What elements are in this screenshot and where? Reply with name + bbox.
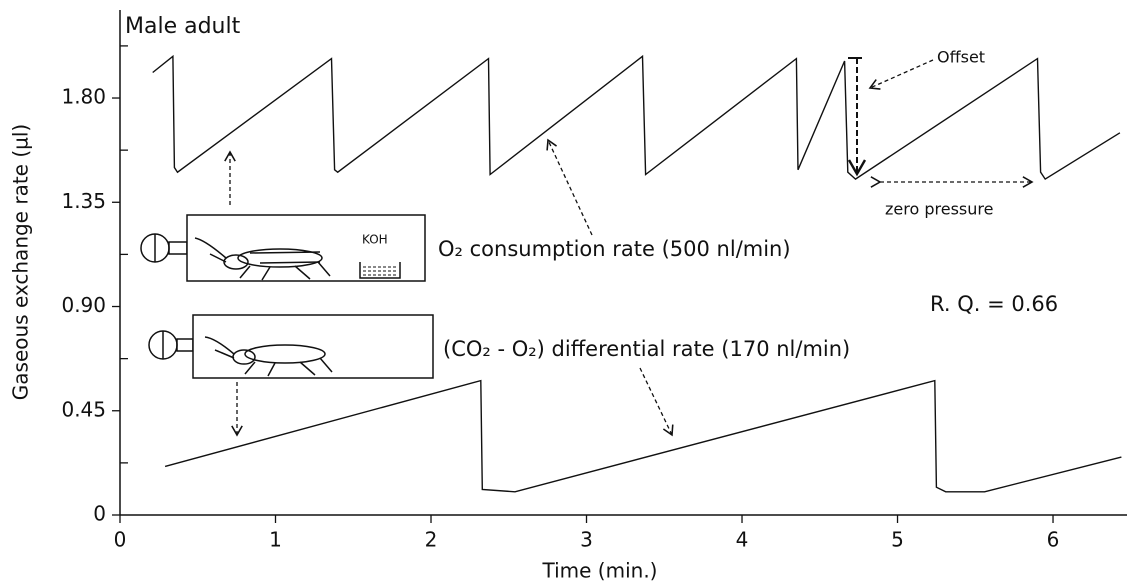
trace	[164, 379, 1122, 493]
x-tick-label: 0	[114, 528, 127, 552]
x-axis-label: Time (min.)	[542, 559, 658, 583]
annotation: zero pressure	[885, 200, 993, 219]
y-tick-label: 1.35	[61, 189, 106, 213]
annotation: O₂ consumption rate (500 nl/min)	[438, 237, 791, 261]
y-tick-label: 0.90	[61, 293, 106, 317]
annotation: (CO₂ - O₂) differential rate (170 nl/min…	[443, 337, 850, 361]
annotation: KOH	[362, 233, 388, 247]
x-tick-label: 4	[736, 528, 749, 552]
annotation: Male adult	[125, 14, 241, 39]
y-tick-label: 0.45	[61, 397, 106, 421]
annotation-arrows	[224, 57, 1034, 437]
trace	[152, 54, 1121, 181]
chamber-koh	[140, 214, 426, 282]
x-tick-label: 1	[269, 528, 282, 552]
y-tick-label: 1.80	[61, 85, 106, 109]
x-tick-label: 2	[425, 528, 438, 552]
y-axis-label: Gaseous exchange rate (µl)	[9, 124, 33, 400]
x-tick-label: 6	[1047, 528, 1060, 552]
annotation: Offset	[937, 48, 985, 67]
x-tick-label: 5	[891, 528, 904, 552]
chamber-plain	[148, 314, 434, 379]
y-tick-label: 0	[93, 502, 106, 526]
x-tick-label: 3	[580, 528, 593, 552]
annotation: R. Q. = 0.66	[930, 292, 1058, 316]
